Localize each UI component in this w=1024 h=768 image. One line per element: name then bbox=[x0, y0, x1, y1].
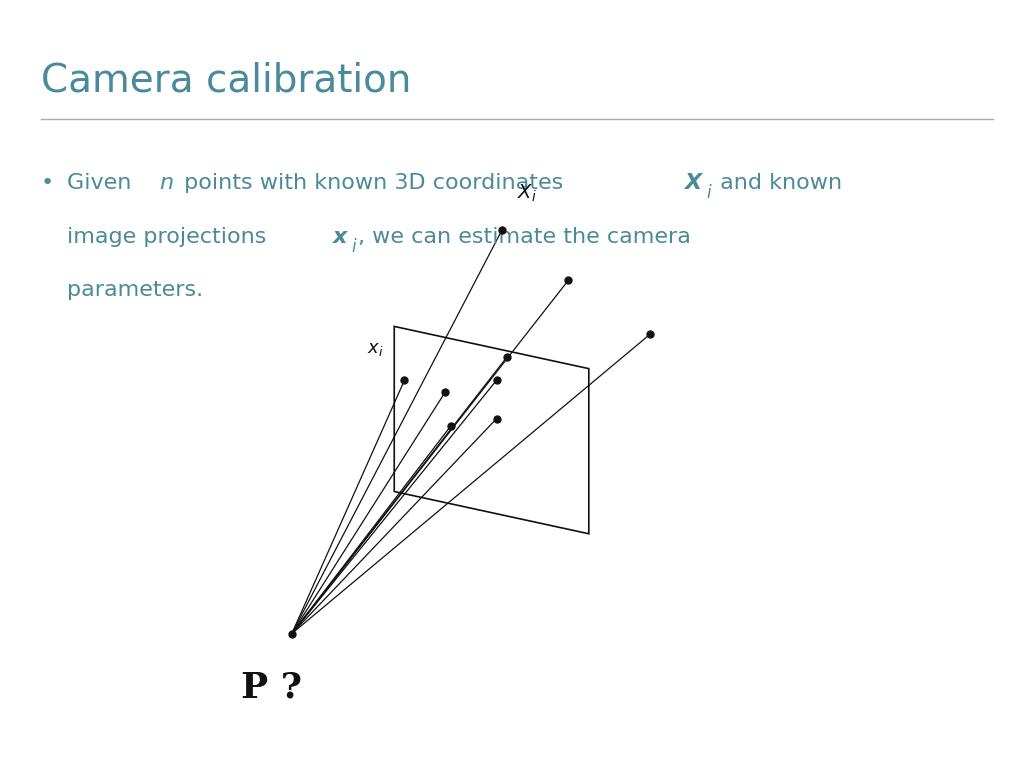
Text: X: X bbox=[685, 173, 701, 193]
Text: $X_i$: $X_i$ bbox=[517, 182, 537, 204]
Text: image projections: image projections bbox=[67, 227, 273, 247]
Text: P ?: P ? bbox=[241, 670, 302, 704]
Text: parameters.: parameters. bbox=[67, 280, 203, 300]
Text: x: x bbox=[333, 227, 347, 247]
Text: , we can estimate the camera: , we can estimate the camera bbox=[357, 227, 690, 247]
Text: $x_i$: $x_i$ bbox=[367, 340, 383, 359]
Text: Given: Given bbox=[67, 173, 138, 193]
Text: points with known 3D coordinates: points with known 3D coordinates bbox=[177, 173, 570, 193]
Text: n: n bbox=[159, 173, 173, 193]
Text: Camera calibration: Camera calibration bbox=[41, 61, 412, 99]
Text: i: i bbox=[351, 238, 356, 256]
Text: and known: and known bbox=[713, 173, 842, 193]
Text: i: i bbox=[707, 184, 712, 202]
Text: •: • bbox=[41, 173, 54, 193]
